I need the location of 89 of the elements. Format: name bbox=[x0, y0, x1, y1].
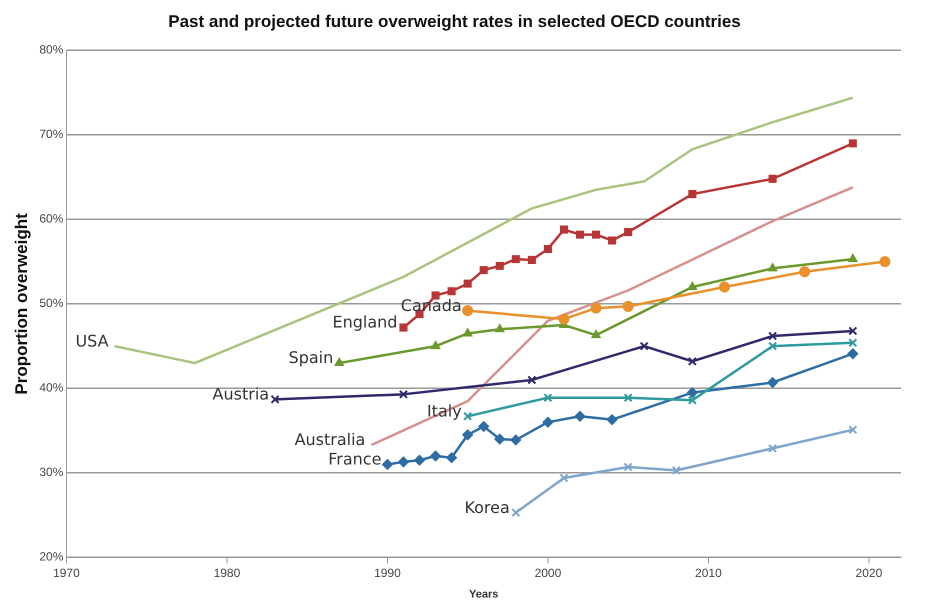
point bbox=[768, 174, 777, 183]
y-axis-title: Proportion overweight bbox=[12, 212, 31, 395]
point bbox=[510, 434, 522, 446]
point bbox=[576, 230, 584, 239]
point bbox=[512, 255, 520, 264]
point bbox=[847, 348, 858, 360]
point bbox=[494, 324, 505, 332]
y-tick-label: 30% bbox=[39, 465, 64, 480]
point bbox=[768, 342, 778, 351]
point bbox=[414, 454, 426, 466]
point bbox=[718, 282, 730, 292]
point bbox=[527, 375, 536, 384]
point bbox=[496, 262, 504, 270]
point bbox=[543, 393, 552, 402]
point bbox=[270, 394, 280, 404]
point bbox=[480, 266, 488, 274]
point bbox=[511, 508, 520, 518]
point bbox=[768, 331, 778, 341]
series-label: France bbox=[328, 450, 382, 469]
point bbox=[399, 324, 408, 332]
point bbox=[382, 458, 393, 470]
point bbox=[464, 280, 472, 288]
y-tick-label: 20% bbox=[39, 550, 64, 564]
point bbox=[592, 230, 600, 239]
series-label: England bbox=[332, 312, 398, 332]
point bbox=[848, 338, 858, 348]
y-tick-label: 50% bbox=[39, 296, 64, 310]
point bbox=[688, 190, 696, 198]
point bbox=[640, 342, 649, 351]
point bbox=[334, 358, 344, 366]
point bbox=[879, 256, 890, 268]
point bbox=[606, 414, 618, 426]
point bbox=[463, 412, 472, 421]
x-axis-title: Years bbox=[469, 588, 498, 600]
point bbox=[542, 416, 554, 428]
point bbox=[574, 410, 586, 422]
point bbox=[848, 425, 858, 434]
point bbox=[768, 444, 778, 453]
point bbox=[799, 266, 810, 278]
x-tick-label: 2020 bbox=[856, 566, 883, 580]
point bbox=[528, 256, 536, 264]
point bbox=[672, 466, 681, 475]
point bbox=[848, 254, 858, 262]
series-label: Italy bbox=[426, 401, 462, 420]
x-tick-label: 1980 bbox=[214, 566, 241, 580]
point bbox=[688, 282, 698, 290]
point bbox=[624, 228, 632, 236]
point bbox=[398, 456, 409, 468]
series-label: Australia bbox=[294, 430, 366, 450]
point bbox=[768, 262, 778, 272]
y-tick-label: 60% bbox=[39, 212, 64, 226]
point bbox=[430, 340, 440, 350]
point bbox=[688, 396, 697, 405]
point bbox=[448, 287, 456, 296]
point bbox=[608, 236, 616, 245]
point bbox=[430, 450, 442, 462]
x-tick-label: 2000 bbox=[534, 566, 562, 580]
point bbox=[848, 139, 857, 148]
point bbox=[446, 452, 458, 464]
series-label: Austria bbox=[212, 384, 270, 404]
point bbox=[590, 302, 602, 314]
point bbox=[462, 305, 474, 316]
point bbox=[624, 393, 633, 402]
point bbox=[494, 434, 506, 445]
point bbox=[462, 429, 474, 440]
point bbox=[686, 387, 698, 398]
x-tick-label: 1990 bbox=[374, 566, 402, 580]
series-label: USA bbox=[75, 331, 109, 350]
point bbox=[544, 244, 552, 254]
point bbox=[622, 300, 634, 312]
point bbox=[848, 326, 858, 336]
point bbox=[559, 473, 568, 483]
point bbox=[560, 226, 568, 234]
point bbox=[398, 390, 408, 399]
point bbox=[462, 328, 472, 336]
point bbox=[558, 314, 570, 325]
series-label: Korea bbox=[464, 498, 510, 517]
x-tick-label: 1970 bbox=[53, 566, 80, 580]
y-tick-label: 70% bbox=[39, 127, 64, 142]
point bbox=[591, 330, 601, 338]
point bbox=[478, 420, 490, 432]
y-tick-label: 40% bbox=[39, 380, 64, 395]
x-tick-label: 2010 bbox=[695, 566, 722, 580]
chart-title: Past and projected future overweight rates in selected OECD countries bbox=[168, 12, 741, 31]
y-tick-label: 80% bbox=[39, 42, 64, 57]
point bbox=[767, 376, 778, 388]
series-label: Spain bbox=[288, 348, 334, 368]
point bbox=[624, 462, 633, 472]
point bbox=[688, 356, 697, 366]
